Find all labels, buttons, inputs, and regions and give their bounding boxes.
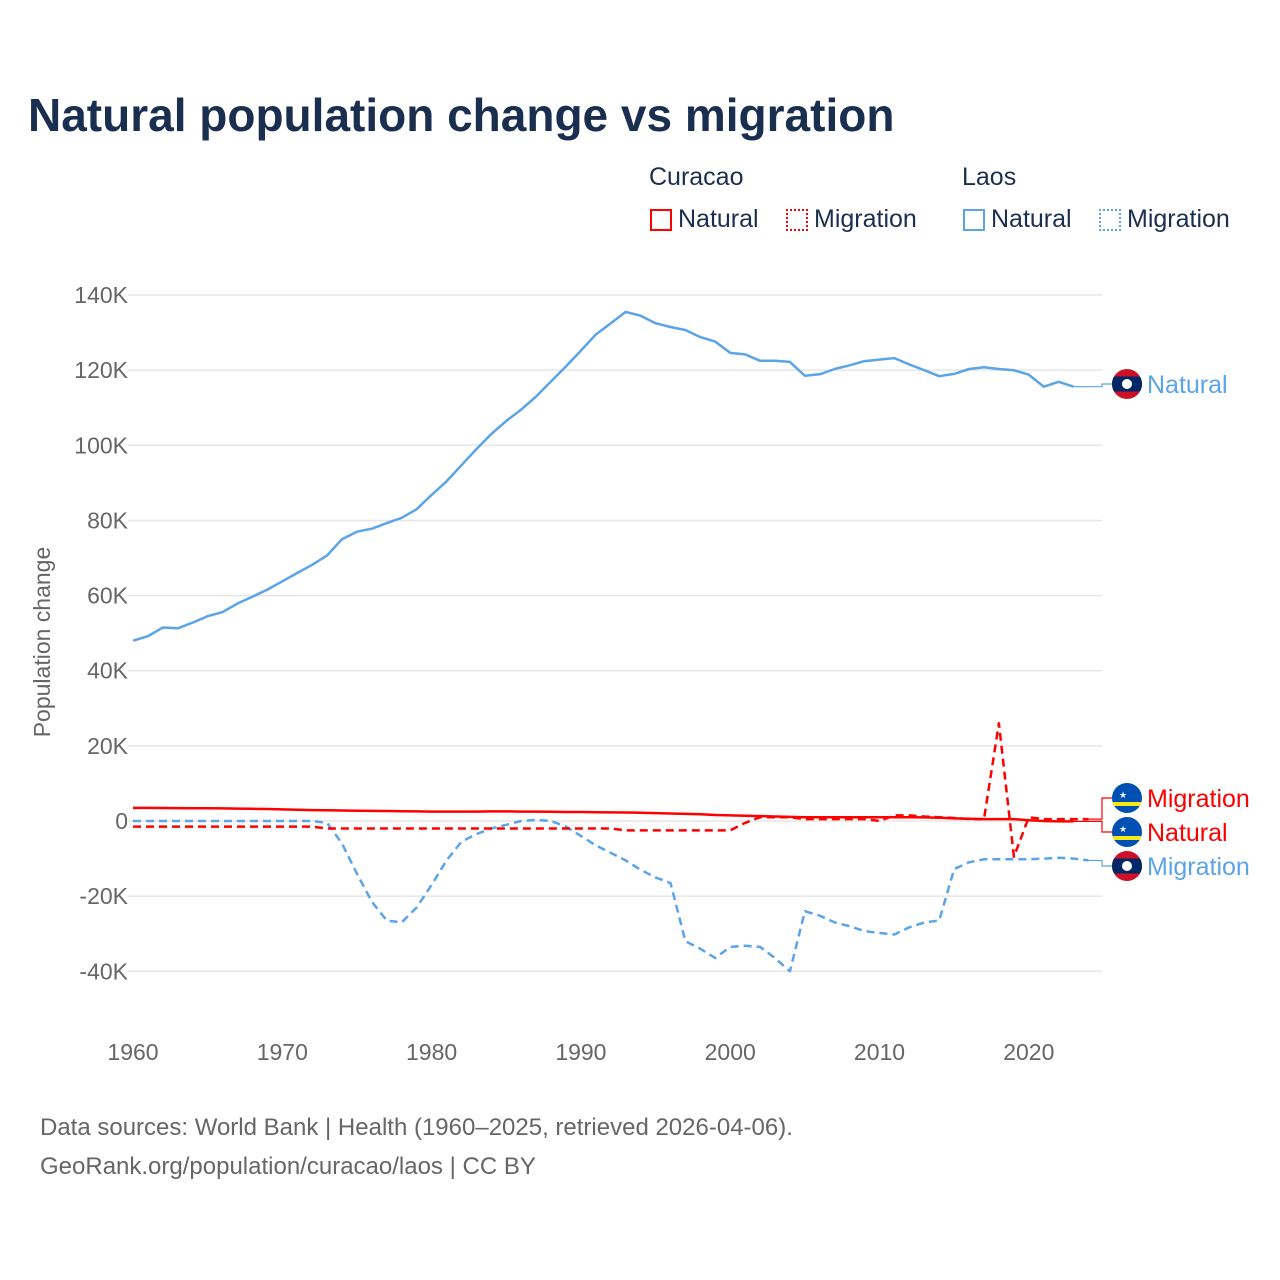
x-tick-label: 1990 [555, 1039, 606, 1065]
y-tick-label: 0 [115, 808, 128, 834]
curacao-flag-icon: ★ [1112, 817, 1142, 847]
series-end-label: Migration [1147, 853, 1250, 881]
legend-label: Migration [814, 205, 917, 233]
legend-group-curacao: Curacao [649, 163, 744, 191]
x-tick-label: 1960 [107, 1039, 158, 1065]
legend-swatch-solid-icon [650, 208, 672, 231]
series-end-label: Migration [1147, 785, 1250, 813]
svg-text:★: ★ [1119, 790, 1127, 800]
footer: Data sources: World Bank | Health (1960–… [40, 1108, 793, 1186]
legend-label: Natural [991, 205, 1072, 233]
legend-group-laos: Laos [962, 163, 1017, 191]
series-end-label: Natural [1147, 371, 1228, 399]
series-line-laos-natural [132, 310, 1074, 642]
x-tick-label: 1980 [406, 1039, 457, 1065]
y-tick-label: 140K [74, 282, 128, 308]
y-tick-label: 40K [87, 658, 129, 684]
y-tick-label: -20K [79, 883, 128, 909]
legend-swatch-dotted-icon [786, 208, 808, 231]
label-connector [1088, 859, 1113, 867]
y-tick-label: 80K [87, 507, 129, 533]
line-chart: -40K -20K 0 20K 40K 60K 80K 100K 120K 140K 1960 197… [29, 282, 1250, 1065]
data-source-note: Data sources: World Bank | Health (1960–… [40, 1114, 793, 1141]
legend-curacao-migration[interactable]: Migration [786, 205, 917, 234]
label-connector [1088, 797, 1113, 820]
y-axis-label: Population change [29, 547, 55, 738]
x-tick-label: 2000 [705, 1039, 756, 1065]
curacao-flag-icon: ★ [1112, 783, 1142, 813]
laos-flag-icon [1112, 851, 1142, 881]
x-tick-label: 1970 [257, 1039, 308, 1065]
legend-label: Natural [678, 205, 759, 233]
label-connector [1073, 820, 1113, 833]
laos-flag-icon [1112, 369, 1142, 399]
legend-swatch-solid-icon [963, 208, 985, 231]
series-end-label: Natural [1147, 819, 1228, 847]
y-tick-label: 100K [74, 432, 128, 458]
series-line-curacao-migration [133, 722, 1089, 858]
legend-laos-migration[interactable]: Migration [1099, 205, 1230, 234]
series-line-laos-migration [133, 818, 1089, 973]
legend-laos-natural[interactable]: Natural [963, 205, 1072, 234]
svg-text:★: ★ [1119, 824, 1127, 834]
legend-label: Migration [1127, 205, 1230, 233]
series-line-curacao-natural [133, 806, 1074, 823]
y-tick-label: 60K [87, 583, 129, 609]
x-tick-label: 2010 [854, 1039, 905, 1065]
chart-title: Natural population change vs migration [28, 89, 895, 141]
legend-swatch-dotted-icon [1099, 208, 1121, 231]
attribution-link[interactable]: GeoRank.org/population/curacao/laos | CC… [40, 1153, 536, 1180]
label-connector [1073, 383, 1113, 388]
y-tick-label: -40K [79, 958, 128, 984]
x-tick-label: 2020 [1003, 1039, 1054, 1065]
y-tick-label: 120K [74, 357, 128, 383]
legend-curacao-natural[interactable]: Natural [650, 205, 759, 234]
y-tick-label: 20K [87, 733, 129, 759]
